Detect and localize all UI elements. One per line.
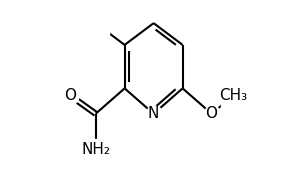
- Text: O: O: [64, 88, 76, 103]
- Text: N: N: [148, 106, 159, 121]
- Text: CH₃: CH₃: [219, 88, 247, 103]
- Text: NH₂: NH₂: [81, 142, 110, 158]
- Text: O: O: [206, 106, 218, 121]
